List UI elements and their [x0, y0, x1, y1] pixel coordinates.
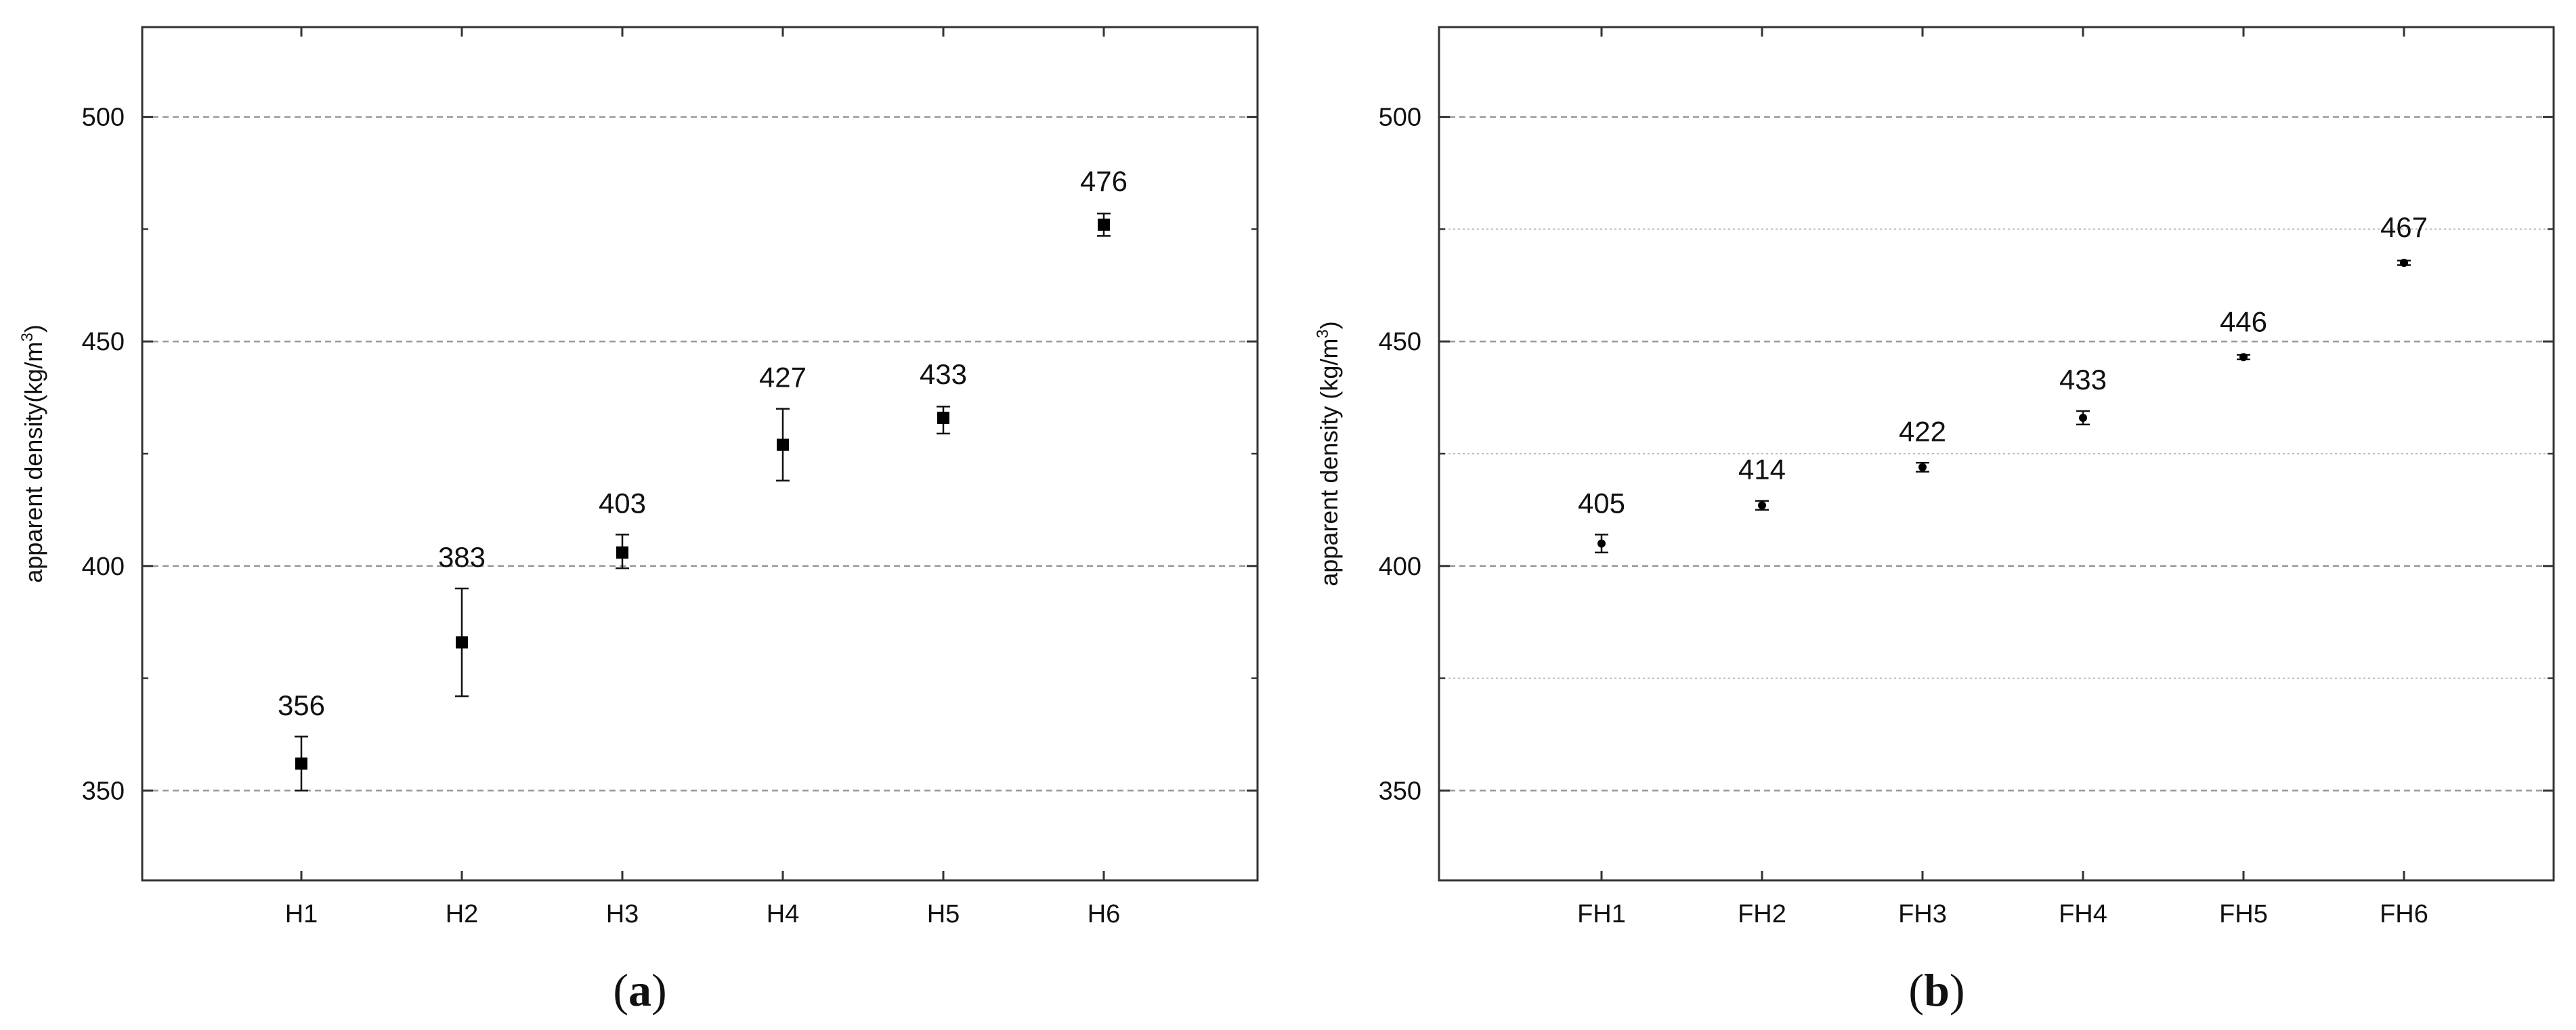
x-tick-label: FH2 [1738, 900, 1786, 928]
y-tick-label: 500 [1379, 104, 1421, 132]
grid-a [142, 116, 1258, 792]
panel-caption-b: (b) [1908, 964, 1965, 1016]
data-label: 414 [1738, 454, 1786, 486]
data-point [937, 411, 949, 424]
data-label: 446 [2220, 305, 2267, 337]
y-ticks-a: 350 400 450 500 [82, 104, 1258, 805]
data-point [2400, 259, 2408, 267]
data-point [1597, 539, 1606, 548]
grid-b [1439, 116, 2554, 792]
x-tick-label: H3 [606, 900, 639, 928]
y-tick-label: 450 [82, 328, 125, 356]
chart-panel-a: 356 383 403 427 433 476 350 400 450 500 H1 H2 H3 H4… [18, 26, 1259, 1016]
y-ticks-b: 350 400 450 500 [1379, 104, 2554, 805]
marks-a: 356 383 403 427 433 476 [278, 165, 1128, 792]
data-label: 433 [2059, 364, 2107, 395]
x-tick-label: H6 [1088, 900, 1121, 928]
y-tick-label: 450 [1379, 328, 1421, 356]
x-tick-label: H5 [927, 900, 960, 928]
y-axis-label-a: apparent density(kg/m3) [18, 324, 47, 583]
data-point [1098, 218, 1110, 231]
data-point [295, 757, 307, 770]
x-tick-label: FH4 [2059, 900, 2107, 928]
x-tick-label: H4 [767, 900, 800, 928]
y-tick-label: 400 [82, 553, 125, 581]
x-tick-label: FH1 [1577, 900, 1626, 928]
data-label: 356 [278, 689, 325, 721]
x-tick-label: H1 [285, 900, 318, 928]
data-point [2239, 353, 2248, 362]
data-label: 383 [438, 541, 486, 573]
data-point [2079, 413, 2087, 422]
data-point [777, 438, 789, 451]
x-ticks-b: FH1 FH2 FH3 FH4 FH5 FH6 [1577, 27, 2428, 928]
data-label: 403 [599, 487, 646, 519]
y-tick-label: 350 [82, 777, 125, 805]
marks-b: 405 414 422 433 446 467 [1578, 211, 2428, 554]
x-tick-label: H2 [446, 900, 479, 928]
y-tick-label: 350 [1379, 777, 1421, 805]
data-point [616, 546, 628, 559]
data-point [1918, 463, 1927, 471]
panel-caption-a: (a) [613, 964, 666, 1016]
y-tick-label: 500 [82, 104, 125, 132]
y-tick-label: 400 [1379, 553, 1421, 581]
y-axis-label-b: apparent density (kg/m3) [1314, 321, 1343, 586]
data-label: 476 [1080, 165, 1128, 197]
data-label: 405 [1578, 487, 1625, 519]
data-label: 433 [920, 358, 967, 390]
x-tick-label: FH3 [1898, 900, 1947, 928]
plot-frame-a [141, 26, 1259, 882]
x-ticks-a: H1 H2 H3 H4 H5 H6 [285, 27, 1121, 928]
x-tick-label: FH5 [2219, 900, 2268, 928]
data-point [1758, 501, 1766, 510]
data-label: 422 [1899, 415, 1946, 447]
x-tick-label: FH6 [2380, 900, 2428, 928]
data-point [456, 636, 468, 649]
data-label: 467 [2380, 211, 2428, 243]
data-label: 427 [759, 362, 807, 393]
